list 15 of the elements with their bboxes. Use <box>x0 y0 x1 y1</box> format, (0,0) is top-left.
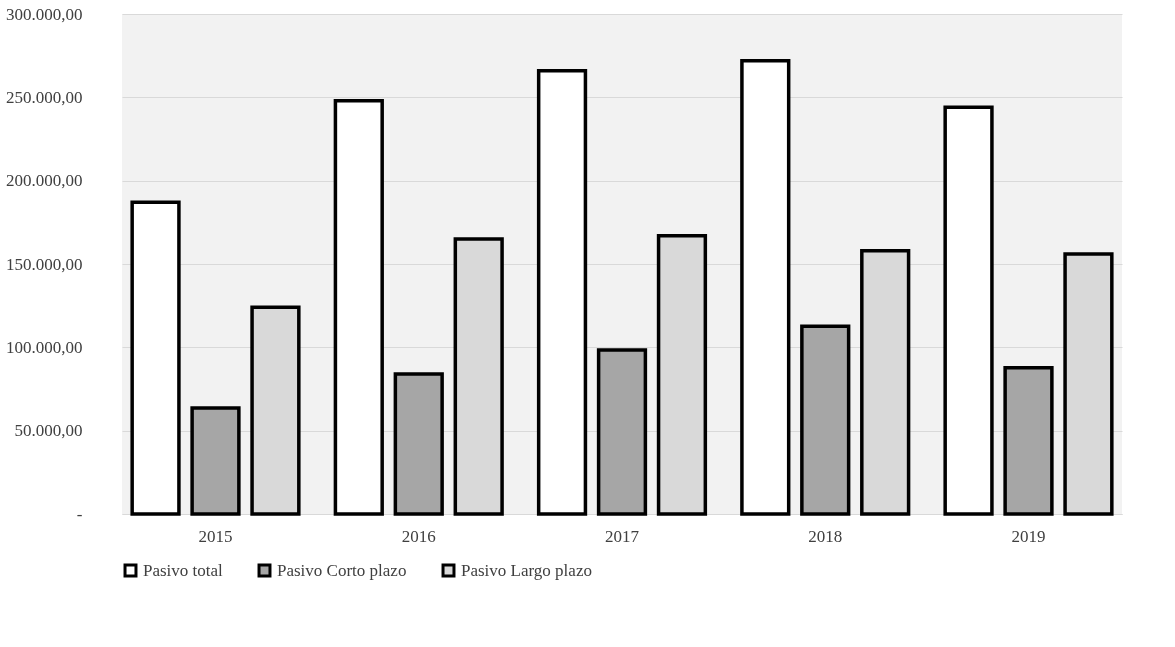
y-tick-label: 50.000,00 <box>14 421 83 441</box>
x-tick-label: 2018 <box>808 526 843 546</box>
x-tick-label: 2016 <box>401 526 436 546</box>
legend-label: Pasivo total <box>143 560 224 580</box>
legend-label: Pasivo Largo plazo <box>461 560 592 580</box>
y-tick-label: 200.000,00 <box>6 171 83 191</box>
legend-label: Pasivo Corto plazo <box>277 560 407 580</box>
y-tick-label: 100.000,00 <box>6 337 83 357</box>
y-tick-label: 300.000,00 <box>6 4 83 24</box>
x-tick-label: 2015 <box>198 526 233 546</box>
y-tick-label: - <box>76 504 83 524</box>
x-tick-label: 2017 <box>605 526 640 546</box>
x-tick-label: 2019 <box>1011 526 1046 546</box>
y-tick-label: 250.000,00 <box>6 87 83 107</box>
y-tick-label: 150.000,00 <box>6 254 83 274</box>
